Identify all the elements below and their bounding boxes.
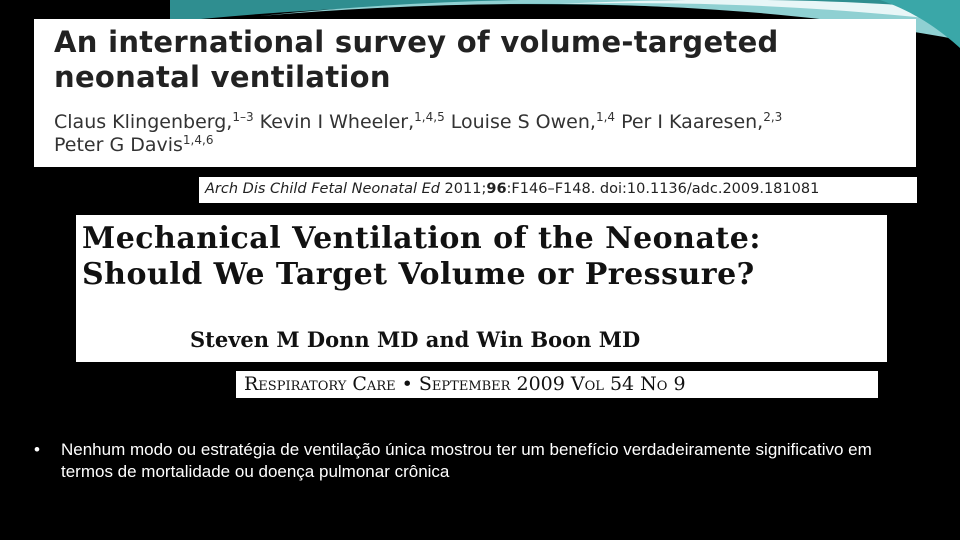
- author-name: Louise S Owen,: [444, 111, 596, 133]
- author-name: Claus Klingenberg,: [54, 111, 233, 133]
- paper1-title-line2: neonatal ventilation: [54, 60, 391, 94]
- paper1-citation: Arch Dis Child Fetal Neonatal Ed 2011;96…: [199, 177, 917, 203]
- paper2-authors: Steven M Donn MD and Win Boon MD: [190, 327, 641, 352]
- citation-separator: •: [401, 373, 413, 395]
- paper1-title-line1: An international survey of volume-target…: [54, 25, 779, 59]
- paper1-title-card: An international survey of volume-target…: [34, 19, 916, 167]
- paper2-title-line2: Should We Target Volume or Pressure?: [82, 257, 755, 292]
- bullet-text: Nenhum modo ou estratégia de ventilação …: [61, 440, 872, 481]
- author-affiliation: 1–3: [232, 110, 254, 124]
- citation-pages-doi: :F146–F148. doi:10.1136/adc.2009.181081: [506, 181, 820, 197]
- author-affiliation: 2,3: [763, 110, 783, 124]
- bullet-marker: •: [34, 440, 40, 459]
- paper2-title: Mechanical Ventilation of the Neonate: S…: [82, 221, 761, 293]
- citation-volume: 96: [486, 181, 507, 197]
- paper2-title-card: Mechanical Ventilation of the Neonate: S…: [76, 215, 887, 362]
- author-affiliation: 1,4: [595, 110, 616, 124]
- author-name: Peter G Davis: [54, 134, 183, 156]
- citation-year: 2011;: [439, 181, 487, 197]
- author-affiliation: 1,4,5: [414, 110, 445, 124]
- author-name: Kevin I Wheeler,: [253, 111, 415, 133]
- citation-journal: Arch Dis Child Fetal Neonatal Ed: [205, 181, 440, 197]
- paper1-title: An international survey of volume-target…: [54, 25, 779, 95]
- author-affiliation: 1,4,6: [182, 133, 214, 147]
- citation-journal: Respiratory Care: [244, 373, 396, 395]
- author-name: Per I Kaaresen,: [615, 111, 764, 133]
- citation-date: September 2009 Vol 54 No 9: [418, 373, 686, 395]
- paper1-authors: Claus Klingenberg,1–3 Kevin I Wheeler,1,…: [54, 111, 782, 157]
- paper2-title-line1: Mechanical Ventilation of the Neonate:: [82, 221, 761, 256]
- decorative-swoosh: [170, 0, 960, 48]
- paper2-citation: Respiratory Care • September 2009 Vol 54…: [236, 371, 878, 398]
